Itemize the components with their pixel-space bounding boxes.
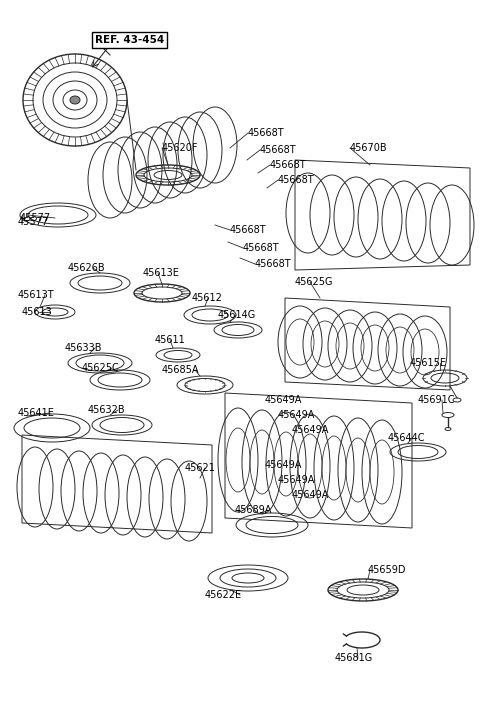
Text: 45649A: 45649A: [265, 460, 302, 470]
Text: 45613E: 45613E: [143, 268, 180, 278]
Text: REF. 43-454: REF. 43-454: [95, 35, 164, 45]
Text: 45668T: 45668T: [270, 160, 307, 170]
Text: 45613: 45613: [22, 307, 53, 317]
Text: 45641E: 45641E: [18, 408, 55, 418]
Text: 45615E: 45615E: [410, 358, 447, 368]
Text: 45622E: 45622E: [205, 590, 242, 600]
Text: 45613T: 45613T: [18, 290, 55, 300]
Text: 45625G: 45625G: [295, 277, 334, 287]
Text: 45689A: 45689A: [235, 505, 272, 515]
Text: 45649A: 45649A: [278, 475, 315, 485]
Text: 45668T: 45668T: [230, 225, 266, 235]
Text: 45649A: 45649A: [278, 410, 315, 420]
Text: 45620F: 45620F: [162, 143, 199, 153]
Text: 45632B: 45632B: [88, 405, 126, 415]
Text: 45668T: 45668T: [260, 145, 297, 155]
Text: 45621: 45621: [185, 463, 216, 473]
Text: 45611: 45611: [155, 335, 186, 345]
Text: 45668T: 45668T: [248, 128, 285, 138]
Text: 45670B: 45670B: [350, 143, 388, 153]
Text: 45649A: 45649A: [265, 395, 302, 405]
Text: 45633B: 45633B: [65, 343, 103, 353]
Text: 45644C: 45644C: [388, 433, 425, 443]
Text: 45691C: 45691C: [418, 395, 456, 405]
Text: 45577: 45577: [20, 213, 51, 223]
Text: 45625C: 45625C: [82, 363, 120, 373]
Text: 45612: 45612: [192, 293, 223, 303]
Text: 45681G: 45681G: [335, 653, 373, 663]
Text: 45614G: 45614G: [218, 310, 256, 320]
Text: 45649A: 45649A: [292, 490, 329, 500]
Text: 45659D: 45659D: [368, 565, 407, 575]
Text: 45685A: 45685A: [162, 365, 200, 375]
Text: 45668T: 45668T: [255, 259, 292, 269]
Text: 45668T: 45668T: [278, 175, 314, 185]
Text: 45626B: 45626B: [68, 263, 106, 273]
Text: 45649A: 45649A: [292, 425, 329, 435]
Ellipse shape: [70, 96, 80, 104]
Text: 45668T: 45668T: [243, 243, 280, 253]
Text: 45577: 45577: [18, 217, 49, 227]
